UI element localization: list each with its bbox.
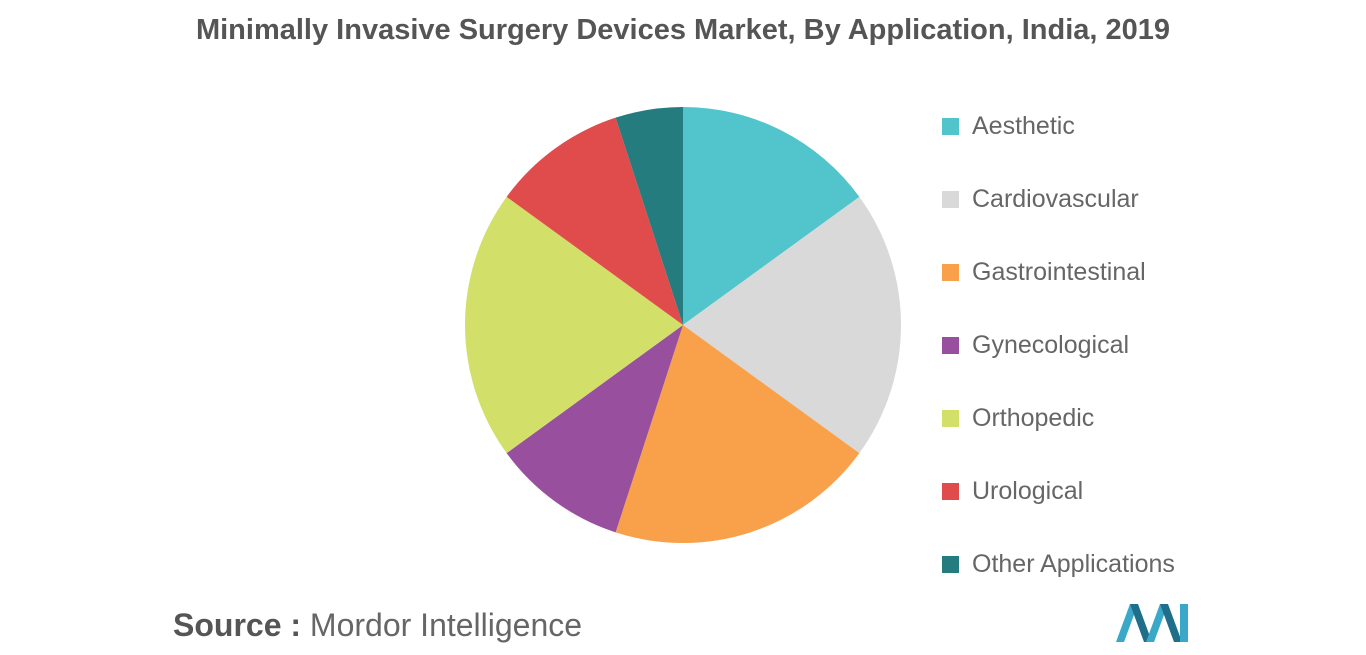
pie-slice-urological [506,117,683,325]
pie-slice-gastrointestinal [615,325,860,544]
legend-item: Cardiovascular [942,163,1342,236]
pie-slice-orthopedic [464,196,683,454]
chart-title: Minimally Invasive Surgery Devices Marke… [195,14,1171,46]
pie-chart [464,107,902,544]
chart-legend: Aesthetic Cardiovascular Gastrointestinal G… [942,90,1342,601]
legend-item: Other Applications [942,528,1342,601]
legend-item: Aesthetic [942,90,1342,163]
legend-swatch [942,264,959,281]
legend-swatch [942,410,959,427]
legend-swatch [942,337,959,354]
pie-slice-other-applications [615,107,683,325]
legend-label: Aesthetic [972,112,1075,140]
legend-label: Urological [972,477,1084,505]
legend-item: Gynecological [942,309,1342,382]
legend-label: Cardiovascular [972,185,1139,213]
pie-slice-cardiovascular [683,196,902,454]
pie-slice-gynecological [506,325,683,533]
legend-swatch [942,483,959,500]
source-text: Mordor Intelligence [309,607,583,643]
legend-swatch [942,556,959,573]
legend-swatch [942,118,959,135]
legend-label: Other Applications [972,550,1175,578]
legend-label: Gastrointestinal [972,258,1146,286]
source-label: Source : [173,607,302,643]
pie-slice-aesthetic [683,107,860,325]
legend-item: Gastrointestinal [942,236,1342,309]
mordor-intelligence-logo-icon [1116,604,1188,642]
legend-swatch [942,191,959,208]
legend-item: Orthopedic [942,382,1342,455]
source-note: Source : Mordor Intelligence [173,607,582,644]
legend-item: Urological [942,455,1342,528]
legend-label: Gynecological [972,331,1130,359]
legend-label: Orthopedic [972,404,1095,432]
